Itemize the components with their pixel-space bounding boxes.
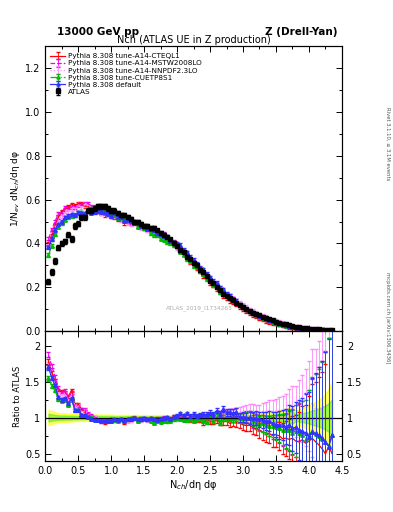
Text: 13000 GeV pp: 13000 GeV pp (57, 27, 139, 37)
Legend: Pythia 8.308 tune-A14-CTEQL1, Pythia 8.308 tune-A14-MSTW2008LO, Pythia 8.308 tun: Pythia 8.308 tune-A14-CTEQL1, Pythia 8.3… (48, 52, 204, 96)
Text: ATLAS_2019_I1734263: ATLAS_2019_I1734263 (166, 306, 233, 311)
Y-axis label: Ratio to ATLAS: Ratio to ATLAS (13, 366, 22, 426)
X-axis label: N$_{ch}$/dη dφ: N$_{ch}$/dη dφ (169, 478, 218, 493)
Text: Z (Drell-Yan): Z (Drell-Yan) (266, 27, 338, 37)
Text: mcplots.cern.ch [arXiv:1306.3436]: mcplots.cern.ch [arXiv:1306.3436] (385, 272, 390, 363)
Text: Rivet 3.1.10, ≥ 3.1M events: Rivet 3.1.10, ≥ 3.1M events (385, 106, 390, 180)
Y-axis label: 1/N$_{ev}$ dN$_{ch}$/dη dφ: 1/N$_{ev}$ dN$_{ch}$/dη dφ (9, 150, 22, 227)
Title: Nch (ATLAS UE in Z production): Nch (ATLAS UE in Z production) (117, 35, 270, 45)
